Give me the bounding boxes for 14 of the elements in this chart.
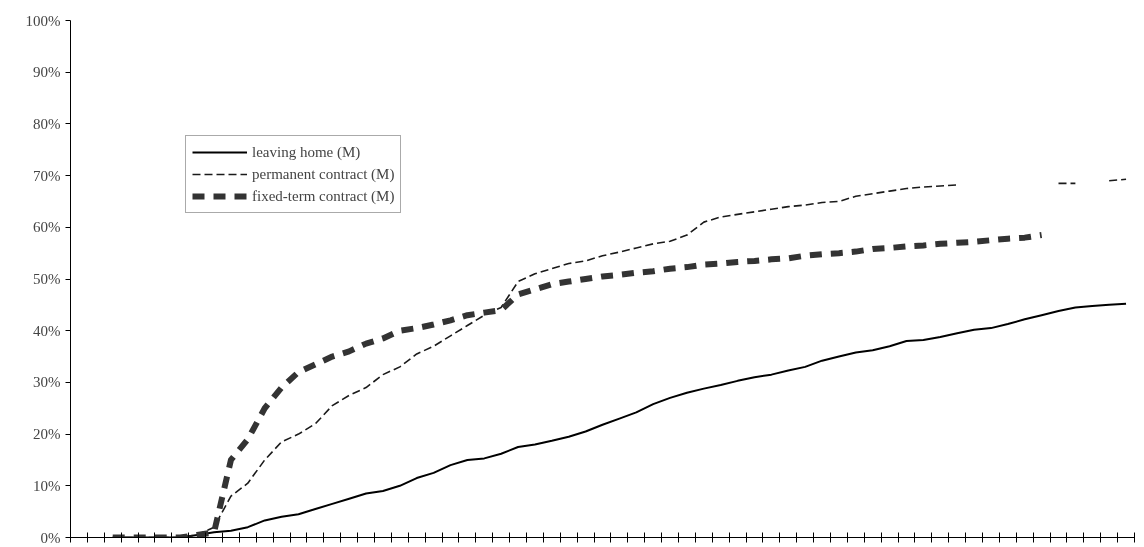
legend-label: fixed-term contract (M) xyxy=(252,187,395,205)
y-tick-label: 80% xyxy=(33,115,61,132)
y-tick-label: 50% xyxy=(33,271,61,287)
y-tick-label: 30% xyxy=(33,374,61,391)
y-tick-label: 70% xyxy=(33,167,61,184)
y-tick-label: 100% xyxy=(25,12,61,29)
legend-label: leaving home (M) xyxy=(252,143,361,161)
y-tick-label: 90% xyxy=(33,64,61,81)
y-tick-label: 20% xyxy=(33,426,61,443)
y-tick-label: 60% xyxy=(33,219,61,236)
legend-label: permanent contract (M) xyxy=(252,165,395,183)
y-tick-label: 40% xyxy=(33,322,61,339)
y-tick-label: 0% xyxy=(40,529,61,546)
y-tick-label: 10% xyxy=(33,477,61,494)
